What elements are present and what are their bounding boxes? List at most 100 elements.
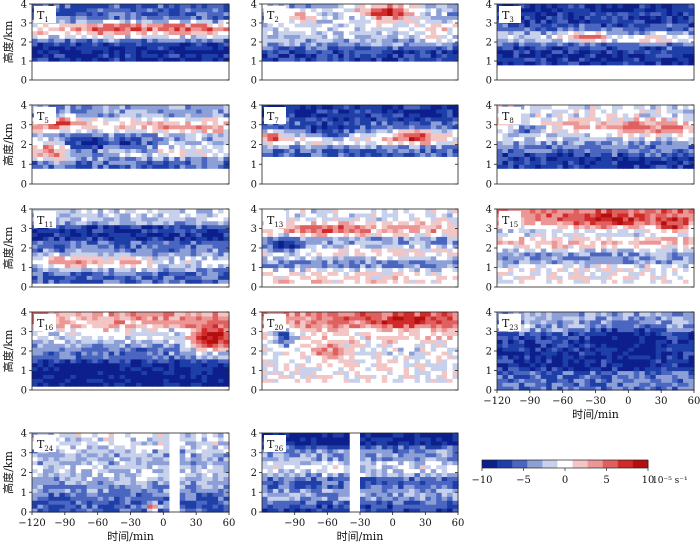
cell xyxy=(294,259,301,265)
cell xyxy=(321,132,328,138)
cell xyxy=(425,140,432,146)
cell xyxy=(419,209,426,214)
cell xyxy=(655,108,662,114)
cell xyxy=(497,160,504,165)
cell xyxy=(42,275,50,280)
cell xyxy=(179,49,186,54)
cell xyxy=(135,156,143,161)
cell xyxy=(365,7,372,13)
cell xyxy=(672,124,679,130)
cell xyxy=(551,105,558,110)
cell xyxy=(108,212,115,218)
cell xyxy=(146,7,153,13)
cell xyxy=(119,248,126,253)
cell xyxy=(103,148,110,153)
cell xyxy=(360,152,367,157)
cell xyxy=(497,279,504,284)
cell xyxy=(409,244,416,249)
cell xyxy=(135,251,143,257)
cell xyxy=(381,232,388,237)
cell xyxy=(316,112,323,118)
cell xyxy=(42,34,50,39)
cell xyxy=(267,228,274,233)
cell xyxy=(546,34,553,39)
cell xyxy=(381,132,388,138)
cell xyxy=(683,136,690,142)
cell xyxy=(524,112,531,118)
cell xyxy=(59,38,66,43)
cell xyxy=(267,132,274,138)
cell xyxy=(683,132,690,138)
cell xyxy=(130,275,137,280)
cell xyxy=(311,152,318,157)
cell xyxy=(48,23,55,28)
cell xyxy=(321,259,328,265)
cell xyxy=(267,148,274,153)
cell xyxy=(557,7,564,13)
cell xyxy=(316,244,323,249)
cell xyxy=(289,140,296,146)
cell xyxy=(130,34,137,39)
cell xyxy=(135,236,143,241)
cell xyxy=(64,26,71,32)
cell xyxy=(201,156,208,161)
cell xyxy=(294,4,301,9)
cell xyxy=(130,220,137,226)
cell xyxy=(507,34,515,39)
cell xyxy=(59,4,66,9)
cell xyxy=(190,49,197,54)
cell xyxy=(661,128,668,134)
cell xyxy=(305,49,312,54)
cell xyxy=(557,26,564,32)
cell xyxy=(86,53,93,58)
cell xyxy=(497,42,504,47)
cell xyxy=(611,120,618,126)
cell xyxy=(409,19,416,24)
cell xyxy=(168,120,175,126)
cell xyxy=(677,57,684,62)
cell xyxy=(207,255,214,261)
y-tick-label: 4 xyxy=(21,101,27,112)
cell xyxy=(75,116,82,122)
cell xyxy=(617,160,624,165)
cell xyxy=(387,248,394,253)
cell xyxy=(562,124,569,130)
cell xyxy=(305,136,312,142)
cell xyxy=(212,259,219,265)
cell xyxy=(332,255,339,261)
cell xyxy=(595,42,602,47)
cell xyxy=(441,4,448,9)
cell xyxy=(190,57,197,62)
cell xyxy=(92,7,99,13)
cell xyxy=(190,255,197,261)
cell xyxy=(289,49,296,54)
cell xyxy=(683,4,690,9)
cell xyxy=(157,26,164,32)
cell xyxy=(201,209,208,214)
cell xyxy=(430,224,437,230)
y-tick-label: 4 xyxy=(21,0,27,11)
cell xyxy=(365,275,372,280)
cell xyxy=(185,30,192,35)
cell xyxy=(223,128,230,134)
cell xyxy=(677,156,684,161)
cell xyxy=(650,19,657,24)
cell xyxy=(283,255,290,261)
cell xyxy=(59,209,66,214)
cell xyxy=(409,23,416,28)
cell xyxy=(546,152,553,157)
cell xyxy=(300,4,307,9)
cell xyxy=(311,240,318,245)
cell xyxy=(387,128,394,134)
cell xyxy=(436,212,443,218)
cell xyxy=(650,136,657,142)
cell xyxy=(103,271,110,276)
cell xyxy=(64,228,71,233)
cell xyxy=(392,23,399,28)
cell xyxy=(376,120,383,126)
cell xyxy=(272,152,279,157)
cell xyxy=(179,144,186,150)
cell xyxy=(518,212,525,218)
cell xyxy=(529,156,536,161)
cell xyxy=(666,128,673,134)
